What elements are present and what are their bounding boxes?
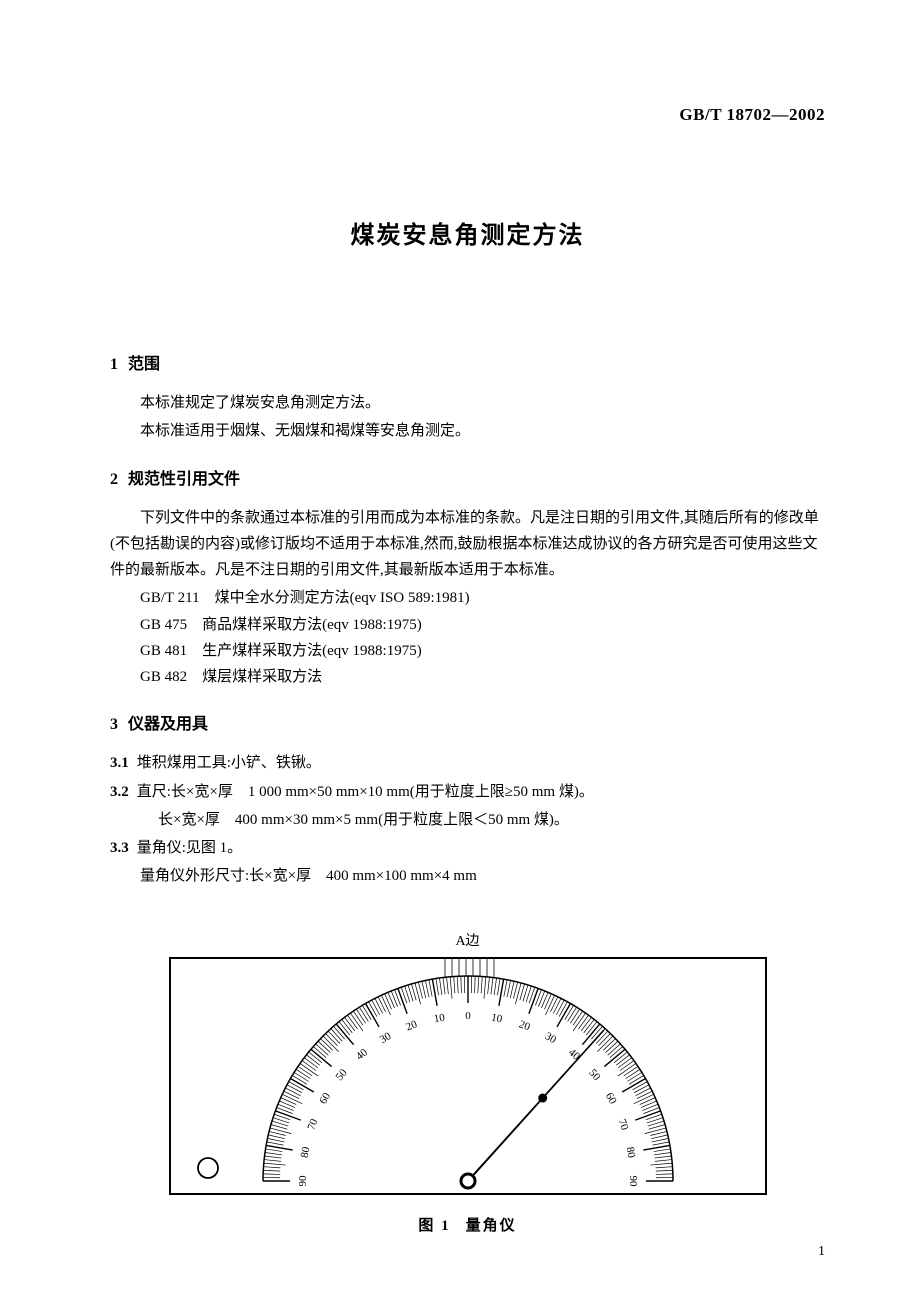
section-1-heading: 范围 bbox=[128, 356, 160, 373]
ref-code: GB 481 bbox=[140, 643, 187, 659]
ref-item-2: GB 481 生产煤样采取方法(eqv 1988:1975) bbox=[110, 638, 825, 664]
section-1-header: 1 范围 bbox=[110, 350, 825, 374]
svg-text:90: 90 bbox=[627, 1175, 639, 1187]
item-3-3b: 量角仪外形尺寸:长×宽×厚 400 mm×100 mm×4 mm bbox=[110, 863, 825, 889]
figure-top-label: A边 bbox=[110, 930, 825, 950]
document-title: 煤炭安息角测定方法 bbox=[110, 215, 825, 250]
standard-id: GB/T 18702—2002 bbox=[110, 105, 825, 125]
fig-name: 量角仪 bbox=[466, 1218, 517, 1234]
item-3-3-num: 3.3 bbox=[110, 840, 129, 856]
ref-eqv: (eqv 1988:1975) bbox=[322, 617, 422, 633]
section-1-num: 1 bbox=[110, 356, 118, 373]
svg-text:90: 90 bbox=[297, 1175, 309, 1187]
item-3-3: 3.3 量角仪:见图 1。 bbox=[110, 835, 825, 861]
ref-item-1: GB 475 商品煤样采取方法(eqv 1988:1975) bbox=[110, 612, 825, 638]
item-3-2: 3.2 直尺:长×宽×厚 1 000 mm×50 mm×10 mm(用于粒度上限≥… bbox=[110, 779, 825, 805]
ref-eqv: (eqv 1988:1975) bbox=[322, 643, 422, 659]
ref-title: 煤层煤样采取方法 bbox=[202, 669, 322, 685]
figure-1: A边 9080706050403020100102030405060708090… bbox=[110, 930, 825, 1235]
ref-title: 煤中全水分测定方法 bbox=[215, 590, 350, 606]
section-2-header: 2 规范性引用文件 bbox=[110, 465, 825, 489]
page-number: 1 bbox=[818, 1244, 825, 1260]
protractor-diagram: 9080706050403020100102030405060708090 bbox=[168, 956, 768, 1196]
ref-item-3: GB 482 煤层煤样采取方法 bbox=[110, 664, 825, 690]
ref-code: GB 482 bbox=[140, 669, 187, 685]
ref-title: 商品煤样采取方法 bbox=[202, 617, 322, 633]
figure-caption: 图 1 量角仪 bbox=[110, 1214, 825, 1235]
item-3-1-text: 堆积煤用工具:小铲、铁锹。 bbox=[137, 755, 321, 771]
ref-code: GB 475 bbox=[140, 617, 187, 633]
section-2-p1: 下列文件中的条款通过本标准的引用而成为本标准的条款。凡是注日期的引用文件,其随后… bbox=[110, 505, 825, 584]
fig-num: 1 bbox=[441, 1218, 449, 1234]
section-1-p2: 本标准适用于烟煤、无烟煤和褐煤等安息角测定。 bbox=[110, 418, 825, 444]
document-page: GB/T 18702—2002 煤炭安息角测定方法 1 范围 本标准规定了煤炭安息… bbox=[0, 0, 920, 1275]
section-3-heading: 仪器及用具 bbox=[128, 716, 208, 733]
item-3-3-text2: 量角仪外形尺寸:长×宽×厚 400 mm×100 mm×4 mm bbox=[140, 868, 477, 884]
item-3-3-text: 量角仪:见图 1。 bbox=[137, 840, 242, 856]
ref-title: 生产煤样采取方法 bbox=[202, 643, 322, 659]
item-3-1-num: 3.1 bbox=[110, 755, 129, 771]
ref-eqv: (eqv ISO 589:1981) bbox=[350, 590, 470, 606]
item-3-2b: 长×宽×厚 400 mm×30 mm×5 mm(用于粒度上限＜50 mm 煤)。 bbox=[158, 807, 825, 833]
item-3-1: 3.1 堆积煤用工具:小铲、铁锹。 bbox=[110, 750, 825, 776]
ref-item-0: GB/T 211 煤中全水分测定方法(eqv ISO 589:1981) bbox=[110, 585, 825, 611]
svg-text:0: 0 bbox=[465, 1010, 471, 1022]
item-3-2-text: 直尺:长×宽×厚 1 000 mm×50 mm×10 mm(用于粒度上限≥50 … bbox=[137, 784, 594, 800]
section-3-num: 3 bbox=[110, 716, 118, 733]
item-3-2-text2: 长×宽×厚 400 mm×30 mm×5 mm(用于粒度上限＜50 mm 煤)。 bbox=[158, 812, 569, 828]
section-1-p1: 本标准规定了煤炭安息角测定方法。 bbox=[110, 390, 825, 416]
fig-label: 图 bbox=[418, 1218, 435, 1234]
ref-code: GB/T 211 bbox=[140, 590, 200, 606]
item-3-2-num: 3.2 bbox=[110, 784, 129, 800]
section-2-num: 2 bbox=[110, 471, 118, 488]
section-3-header: 3 仪器及用具 bbox=[110, 710, 825, 734]
section-2-heading: 规范性引用文件 bbox=[128, 471, 240, 488]
